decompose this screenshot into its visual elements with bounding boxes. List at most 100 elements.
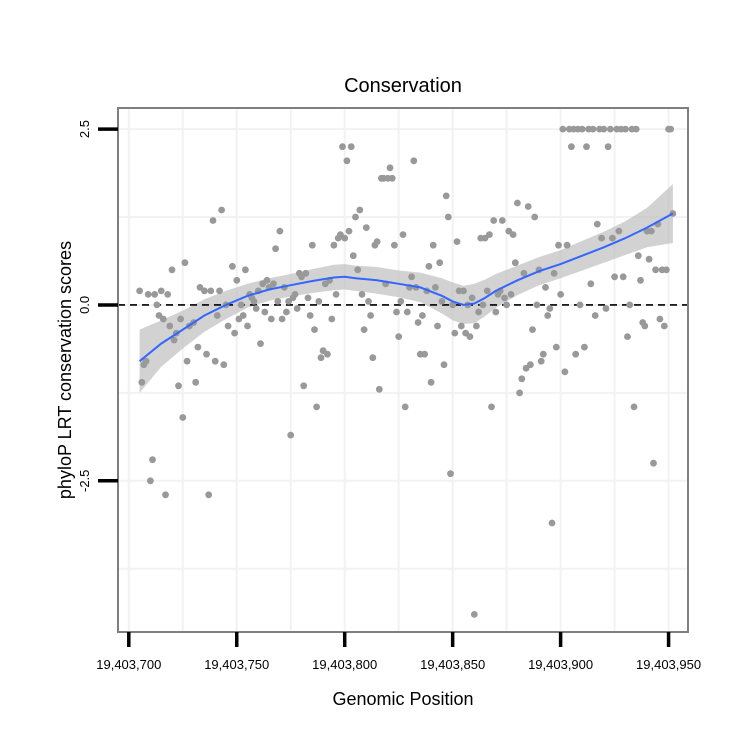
smooth-line: [138, 212, 674, 362]
data-point: [637, 276, 644, 284]
data-point: [395, 333, 403, 340]
data-point: [488, 403, 495, 411]
data-point: [442, 192, 450, 200]
data-point: [261, 308, 269, 316]
data-point: [293, 305, 301, 312]
data-point: [177, 315, 185, 323]
data-point: [438, 298, 446, 305]
data-point: [533, 301, 541, 309]
data-point: [339, 143, 346, 151]
data-point: [274, 298, 282, 305]
data-point: [518, 375, 526, 383]
data-point: [615, 227, 623, 235]
data-point: [598, 234, 605, 242]
data-point: [498, 217, 506, 224]
data-point: [138, 378, 146, 386]
data-point: [393, 308, 400, 316]
data-point: [181, 259, 189, 267]
data-point: [360, 326, 368, 333]
data-point: [276, 227, 284, 235]
data-point: [468, 294, 476, 302]
data-point: [142, 357, 150, 365]
data-point: [421, 350, 428, 358]
smooth-line-layer: [138, 212, 674, 362]
data-point: [451, 329, 459, 337]
data-point: [162, 491, 169, 499]
x-tick-label: 19,403,750: [204, 657, 269, 672]
data-point: [220, 361, 228, 369]
data-point: [231, 329, 239, 337]
data-point: [503, 301, 510, 309]
data-point: [576, 301, 584, 309]
data-point: [168, 266, 176, 274]
data-point: [663, 266, 670, 274]
data-point: [527, 361, 534, 369]
data-point: [267, 315, 275, 323]
data-point: [244, 322, 251, 330]
data-point: [466, 333, 474, 340]
data-point: [330, 241, 338, 249]
data-point: [440, 361, 448, 369]
data-point: [313, 403, 320, 411]
data-point: [164, 291, 172, 298]
data-point: [514, 199, 521, 207]
data-point: [414, 319, 422, 326]
data-point: [453, 238, 461, 246]
data-point: [345, 227, 353, 235]
y-axis-label: phyloP LRT conservation scores: [55, 241, 75, 499]
data-point: [218, 206, 226, 214]
data-point: [593, 220, 601, 228]
data-point: [362, 224, 370, 232]
data-point: [492, 308, 500, 316]
data-point: [300, 382, 308, 390]
x-tick-label: 19,403,800: [312, 657, 377, 672]
data-point: [457, 322, 465, 330]
data-point: [542, 284, 549, 291]
x-tick-label: 19,403,950: [636, 657, 701, 672]
data-point: [557, 291, 564, 298]
data-points: [136, 125, 677, 618]
data-point: [511, 259, 519, 267]
data-point: [429, 241, 437, 249]
data-point: [291, 291, 299, 298]
data-point: [205, 491, 213, 499]
data-point: [341, 234, 349, 242]
data-point: [626, 301, 634, 309]
data-point: [609, 234, 616, 242]
data-point: [311, 326, 318, 333]
data-point: [622, 125, 629, 133]
y-tick-label: -2.5: [77, 470, 92, 492]
data-point: [352, 213, 359, 221]
data-point: [552, 343, 560, 351]
x-axis-label: Genomic Position: [332, 689, 473, 709]
data-point: [207, 287, 215, 295]
data-point: [656, 315, 664, 323]
data-point: [365, 298, 372, 305]
data-point: [490, 217, 498, 224]
data-point: [432, 284, 439, 291]
data-point: [386, 164, 394, 172]
data-point: [211, 357, 219, 365]
data-point: [447, 470, 454, 478]
data-point: [555, 241, 562, 249]
data-point: [213, 312, 221, 319]
data-point: [403, 308, 411, 316]
data-point: [170, 336, 178, 344]
data-point: [652, 266, 659, 274]
data-point: [410, 157, 418, 165]
data-point: [630, 403, 638, 411]
data-point: [460, 287, 467, 295]
data-point: [419, 312, 426, 319]
data-point: [641, 322, 649, 330]
data-point: [203, 350, 210, 358]
x-axis: 19,403,700 19,403,750 19,403,800 19,403,850…: [96, 632, 701, 672]
confidence-band-layer: [139, 184, 673, 393]
data-point: [250, 298, 258, 305]
data-point: [216, 287, 223, 295]
data-point: [559, 125, 567, 133]
data-point: [537, 357, 545, 365]
data-point: [444, 213, 452, 221]
y-axis: 2.5 0.0 -2.5: [77, 120, 118, 492]
data-point: [520, 269, 528, 277]
data-point: [550, 269, 558, 277]
